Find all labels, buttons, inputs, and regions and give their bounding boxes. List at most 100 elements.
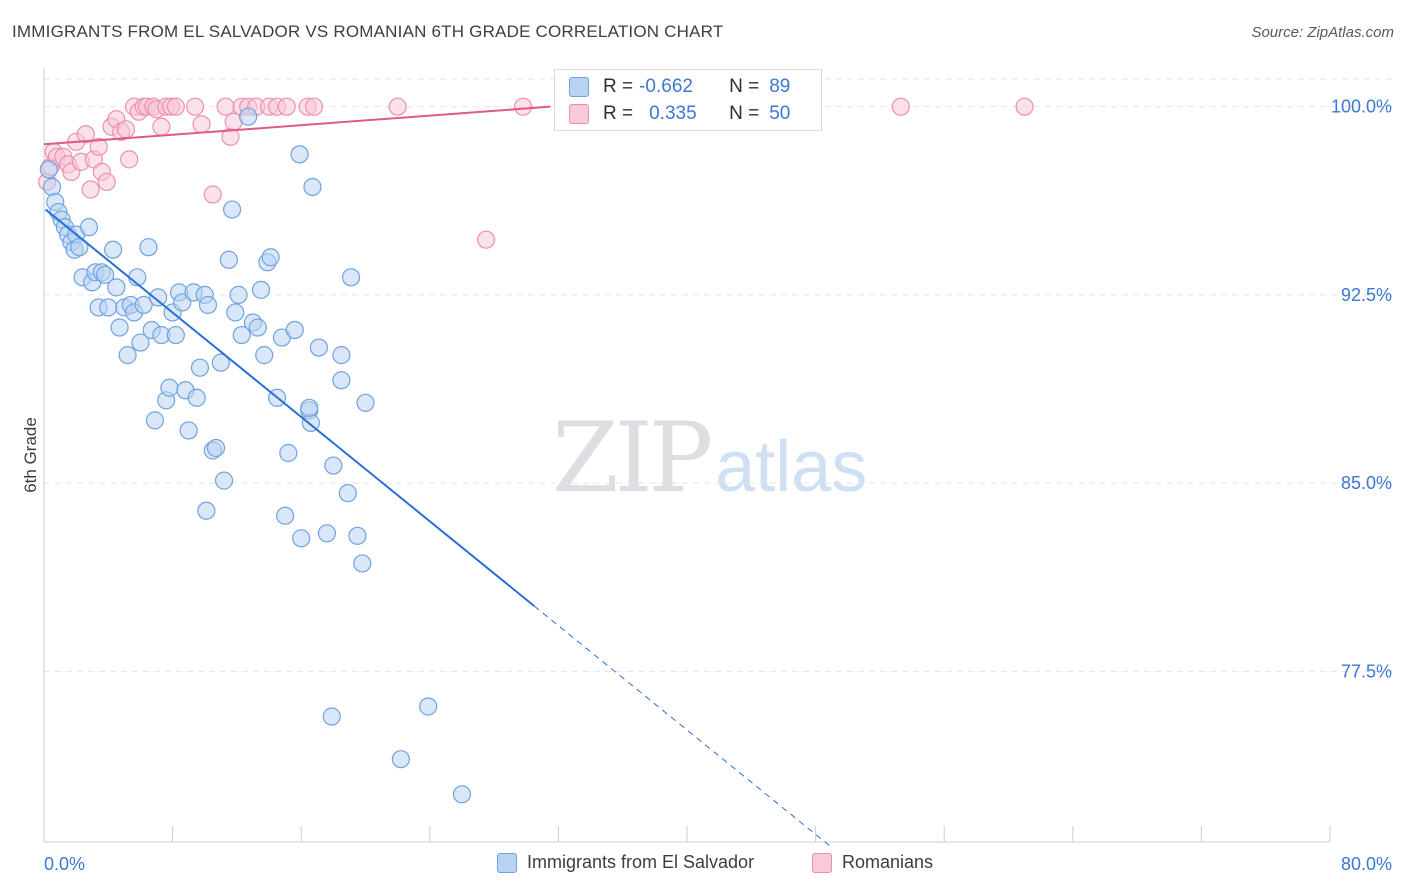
source-label: Source: ZipAtlas.com <box>1251 24 1394 41</box>
trend-lines <box>43 105 832 848</box>
pink-point <box>513 97 533 116</box>
pink-point <box>89 137 108 156</box>
stats-swatch-blue <box>569 77 589 97</box>
blue-point <box>134 295 153 315</box>
pink-point <box>891 97 910 116</box>
stats-legend: R = -0.662 N = 89 R = 0.335 N = 50 <box>554 69 822 131</box>
legend-label-romanians: Romanians <box>842 852 934 872</box>
blue-point <box>317 524 337 543</box>
blue-point <box>198 295 218 315</box>
blue-point <box>452 785 472 804</box>
blue-point <box>353 554 372 573</box>
blue-point <box>324 456 343 475</box>
pink-point <box>277 97 296 116</box>
x-tick-label-max: 80.0% <box>1341 854 1392 874</box>
y-tick-label: 92.5% <box>1341 285 1392 305</box>
chart-title: IMMIGRANTS FROM EL SALVADOR VS ROMANIAN … <box>12 22 724 41</box>
pink-point <box>1015 97 1034 116</box>
axis-labels: 100.0% 92.5% 85.0% 77.5% 0.0% 80.0% 6th Grade <box>21 97 1392 874</box>
blue-point <box>190 358 210 377</box>
legend-label-el-salvador: Immigrants from El Salvador <box>527 852 755 872</box>
blue-point <box>261 248 280 267</box>
blue-point <box>42 177 62 197</box>
gridlines <box>44 78 1394 672</box>
pink-point <box>120 150 139 169</box>
blue-point <box>99 298 118 317</box>
pink-point <box>388 97 407 116</box>
axes <box>43 68 1331 843</box>
blue-point <box>104 240 123 259</box>
blue-point <box>187 388 206 407</box>
pink-point <box>97 172 116 192</box>
stats-n-pink: 50 <box>769 103 791 124</box>
blue-point <box>149 288 168 307</box>
el-salvador-points <box>39 107 472 804</box>
blue-point <box>222 200 242 219</box>
legend-swatch-blue <box>497 852 517 873</box>
y-axis-title: 6th Grade <box>21 417 40 493</box>
blue-point <box>110 318 129 337</box>
blue-point <box>348 526 367 545</box>
pink-point <box>186 97 205 116</box>
blue-point <box>229 285 248 304</box>
pink-point <box>216 97 235 116</box>
watermark: ZIPatlas <box>552 402 867 514</box>
blue-point <box>303 177 322 197</box>
watermark-atlas: atlas <box>715 427 868 507</box>
blue-point <box>79 218 99 237</box>
stats-r-label-pink: R = <box>603 103 634 124</box>
blue-point <box>338 484 357 503</box>
stats-row-blue: R = -0.662 N = 89 <box>569 73 790 101</box>
blue-point <box>211 353 230 372</box>
stats-n-label-blue: N = <box>729 76 760 97</box>
blue-point <box>139 238 158 257</box>
blue-point <box>290 145 309 164</box>
blue-point <box>391 750 410 769</box>
blue-point <box>322 707 341 726</box>
blue-point <box>214 471 234 490</box>
blue-point <box>292 529 311 548</box>
blue-point <box>226 303 245 322</box>
legend-item-el-salvador: Immigrants from El Salvador <box>497 852 754 873</box>
stats-r-pink: 0.335 <box>649 103 697 124</box>
pink-point <box>192 115 211 134</box>
romanians-points <box>38 97 1034 249</box>
blue-point <box>248 318 267 337</box>
blue-point <box>300 398 319 417</box>
blue-point <box>160 378 179 397</box>
stats-r-blue: -0.662 <box>639 76 693 97</box>
blue-point <box>206 438 226 458</box>
pink-point <box>203 185 222 204</box>
bottom-legend: Immigrants from El Salvador Romanians <box>0 848 1406 880</box>
blue-point <box>255 346 274 365</box>
blue-point <box>95 265 115 284</box>
pink-point <box>76 125 95 144</box>
stats-n-label-pink: N = <box>729 103 760 124</box>
stats-row-pink: R = 0.335 N = 50 <box>569 100 790 128</box>
romanians-trend-line <box>43 105 551 146</box>
pink-point <box>476 230 496 249</box>
blue-point <box>166 325 185 345</box>
y-tick-label: 85.0% <box>1341 473 1392 493</box>
stats-n-blue: 89 <box>769 76 791 97</box>
pink-point <box>304 97 324 116</box>
pink-point <box>81 180 100 199</box>
y-tick-label: 77.5% <box>1341 661 1392 681</box>
x-tick-label-min: 0.0% <box>44 854 85 874</box>
pink-point <box>152 117 171 136</box>
el-salvador-trend-line <box>44 208 535 607</box>
blue-point <box>145 411 165 430</box>
blue-point <box>70 238 89 257</box>
pink-point <box>166 97 185 116</box>
blue-point <box>118 346 137 365</box>
stats-swatch-pink <box>569 104 589 124</box>
blue-point <box>332 346 351 365</box>
blue-point <box>239 107 258 126</box>
blue-point <box>251 280 271 299</box>
blue-point <box>197 501 216 520</box>
blue-point <box>279 443 298 463</box>
legend-item-romanians: Romanians <box>812 852 933 873</box>
y-tick-label: 100.0% <box>1331 97 1392 117</box>
blue-point <box>179 421 198 440</box>
